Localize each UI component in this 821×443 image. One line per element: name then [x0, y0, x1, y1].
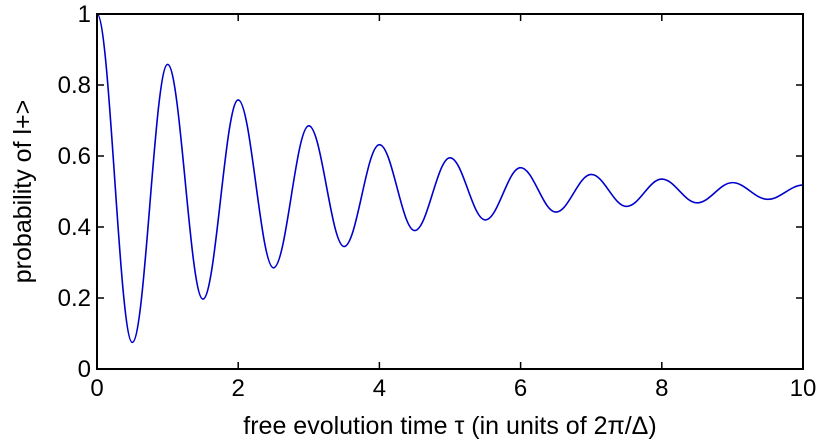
tick-labels-group: 0 2 4 6 8 10 0 0.2 0.4 0.6 0.8 1: [58, 1, 817, 402]
series-line: [96, 13, 804, 344]
y-tick-label-5: 1: [78, 1, 91, 28]
y-tick-label-0: 0: [78, 356, 91, 383]
x-tick-label-1: 2: [232, 375, 245, 402]
x-tick-label-0: 0: [90, 375, 103, 402]
y-axis-label: probability of l+>: [9, 100, 37, 283]
plot-frame: [96, 13, 804, 370]
y-tick-label-4: 0.8: [58, 72, 91, 99]
x-tick-label-2: 4: [373, 375, 386, 402]
y-tick-label-3: 0.6: [58, 143, 91, 170]
y-tick-label-1: 0.2: [58, 285, 91, 312]
x-tick-label-5: 10: [790, 375, 817, 402]
plot-area-background: [97, 14, 803, 369]
x-axis-label: free evolution time τ (in units of 2π/Δ): [243, 412, 656, 440]
x-tick-label-3: 6: [514, 375, 527, 402]
y-tick-label-2: 0.4: [58, 214, 91, 241]
x-tick-label-4: 8: [655, 375, 668, 402]
